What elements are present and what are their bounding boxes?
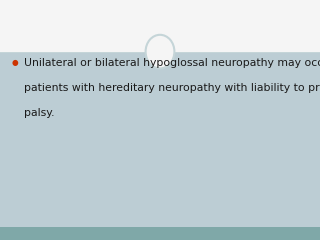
Text: patients with hereditary neuropathy with liability to pressure: patients with hereditary neuropathy with… bbox=[24, 83, 320, 93]
Ellipse shape bbox=[146, 35, 174, 68]
Bar bbox=[0, 227, 320, 240]
Bar bbox=[0, 52, 320, 53]
Bar bbox=[0, 0, 320, 52]
Text: ●: ● bbox=[11, 58, 18, 66]
Text: palsy.: palsy. bbox=[24, 108, 54, 118]
Text: Unilateral or bilateral hypoglossal neuropathy may occur in: Unilateral or bilateral hypoglossal neur… bbox=[24, 58, 320, 68]
